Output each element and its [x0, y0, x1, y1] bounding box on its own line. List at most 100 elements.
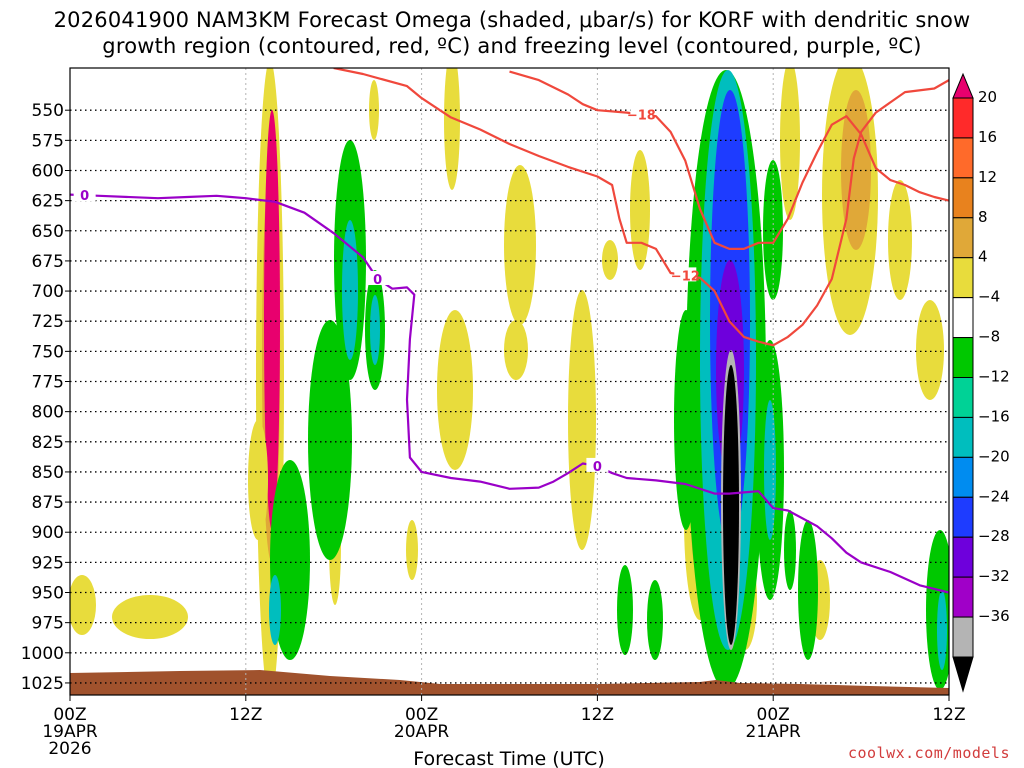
y-tick-label: 975 [32, 614, 64, 634]
x-tick-label: 00Z [405, 705, 438, 725]
y-tick-label: 1000 [21, 644, 64, 664]
y-axis-ticks: 550 575 600 625 650 675 700 725 750 775 800 825 850 8… [21, 101, 70, 694]
x-tick-date-label: 20APR [394, 722, 450, 742]
omega-yellow-patch [504, 320, 528, 380]
x-tick-label: 00Z [757, 705, 790, 725]
omega-yellow-patch [406, 520, 418, 580]
colorbar-swatch [952, 97, 974, 139]
colorbar-swatch [952, 177, 974, 219]
contour-lines: 0 0 0 −12 −18 [70, 68, 949, 594]
contour-label-bg [674, 267, 697, 282]
omega-green-patch [617, 565, 633, 655]
contour-label: −12 [671, 269, 700, 284]
colorbar-label: −32 [978, 567, 1010, 585]
contour-label-bg [586, 457, 609, 472]
x-tick-year-label: 2026 [48, 739, 91, 759]
colorbar-swatch [952, 616, 974, 658]
omega-yellow-patch [248, 420, 268, 540]
y-tick-label: 925 [32, 553, 64, 573]
y-tick-label: 675 [32, 252, 64, 272]
colorbar-swatch [952, 377, 974, 418]
x-tick-label: 12Z [581, 705, 614, 725]
colorbar-label: −36 [978, 607, 1010, 625]
omega-green-patch [798, 520, 818, 660]
omega-magenta-core [264, 110, 280, 530]
y-tick-label: 550 [32, 101, 64, 121]
colorbar-swatch [952, 456, 974, 498]
y-tick-label: 575 [32, 131, 64, 151]
y-tick-label: 850 [32, 463, 64, 483]
site-credit: coolwx.com/models [847, 744, 1010, 762]
y-tick-label: 700 [32, 282, 64, 302]
x-axis-label: Forecast Time (UTC) [413, 748, 604, 768]
y-tick-label: 725 [32, 312, 64, 332]
y-tick-label: 800 [32, 403, 64, 423]
omega-black-core [723, 365, 739, 645]
colorbar-label: −8 [978, 328, 1000, 346]
colorbar-swatch [952, 496, 974, 538]
plot-area: 0 0 0 −12 −18 [70, 68, 949, 695]
omega-yellow-patch [70, 575, 96, 635]
contour-label-bg [630, 106, 653, 121]
colorbar-swatch [952, 337, 974, 379]
omega-yellow-patch [602, 240, 618, 280]
omega-green-patch [784, 510, 796, 590]
freezing-level-C-contour [70, 193, 949, 594]
colorbar-label: 12 [978, 168, 997, 186]
omega-yellow-patch [888, 180, 912, 300]
omega-yellow-patch [112, 595, 188, 639]
colorbar-label: −28 [978, 527, 1010, 545]
dgz-minus18-C-contour [509, 70, 949, 250]
chart-title-line-2: growth region (contoured, red, ºC) and f… [102, 34, 922, 58]
colorbar-bottom-arrow [952, 656, 974, 693]
x-tick-label: 12Z [932, 705, 965, 725]
colorbar-label: 4 [978, 248, 988, 266]
colorbar-label: 16 [978, 128, 997, 146]
y-tick-label: 625 [32, 192, 64, 212]
contour-label: −18 [627, 108, 656, 123]
colorbar-swatch [952, 297, 974, 339]
y-tick-label: 950 [32, 584, 64, 604]
y-tick-label: 750 [32, 342, 64, 362]
omega-yellow-patch [437, 310, 473, 470]
omega-teal-patch [937, 590, 947, 670]
omega-teal-patch [764, 400, 776, 540]
omega-teal-patch [370, 295, 380, 365]
y-tick-label: 900 [32, 523, 64, 543]
colorbar-label: −20 [978, 447, 1010, 465]
omega-teal-patch [269, 575, 281, 645]
y-tick-label: 600 [32, 161, 64, 181]
colorbar-swatch [952, 257, 974, 299]
omega-yellow-patch [568, 290, 596, 550]
omega-teal-patch [342, 220, 358, 360]
colorbar-label: −4 [978, 288, 1000, 306]
omega-yellow-patch [369, 80, 379, 140]
colorbar-swatch [952, 416, 974, 458]
contour-label: 0 [80, 189, 89, 204]
y-tick-label: 1025 [21, 674, 64, 694]
colorbar-label: 8 [978, 208, 988, 226]
x-tick-date-label: 19APR [42, 722, 98, 742]
omega-yellow-patch [780, 68, 800, 220]
colorbar-label: −24 [978, 487, 1010, 505]
colorbar-swatch [952, 217, 974, 259]
omega-yellow-patch [630, 150, 650, 270]
contour-label: 0 [593, 460, 602, 475]
contour-label-bg [366, 271, 389, 286]
omega-yellow-patch [444, 68, 460, 190]
y-tick-label: 875 [32, 493, 64, 513]
omega-yellow-patch [916, 300, 944, 400]
y-tick-label: 825 [32, 433, 64, 453]
x-tick-label: 12Z [229, 705, 262, 725]
y-tick-label: 775 [32, 373, 64, 393]
x-tick-date-label: 21APR [746, 722, 802, 742]
colorbar-label: −12 [978, 368, 1010, 386]
colorbar-swatch [952, 576, 974, 618]
contour-label-bg [73, 187, 96, 202]
colorbar-label: 20 [978, 88, 997, 106]
colorbar-legend: 20 16 12 8 4 −4 −8 −12 −16 −20 −24 −28 −32 −36 [952, 72, 1010, 693]
omega-green-patch [308, 320, 352, 560]
colorbar-label: −16 [978, 407, 1010, 425]
omega-shading [70, 68, 949, 695]
